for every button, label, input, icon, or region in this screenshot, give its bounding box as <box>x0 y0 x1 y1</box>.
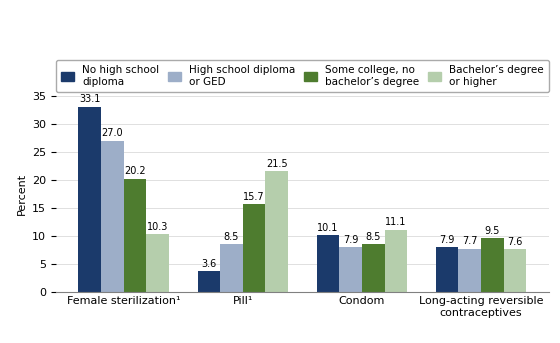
Bar <box>220 244 243 292</box>
Text: 8.5: 8.5 <box>224 232 239 242</box>
Legend: No high school
diploma, High school diploma
or GED, Some college, no
bachelor’s : No high school diploma, High school dipl… <box>56 60 549 92</box>
Text: 7.7: 7.7 <box>462 236 478 246</box>
Text: 8.5: 8.5 <box>366 232 381 242</box>
Bar <box>504 249 526 292</box>
Text: 33.1: 33.1 <box>79 94 100 104</box>
Text: 11.1: 11.1 <box>385 217 407 227</box>
Bar <box>198 271 220 292</box>
Bar <box>481 238 504 292</box>
Text: 7.9: 7.9 <box>440 235 455 245</box>
Bar <box>339 247 362 292</box>
Bar <box>124 179 146 292</box>
Text: 15.7: 15.7 <box>244 192 265 202</box>
Text: 20.2: 20.2 <box>124 166 146 177</box>
Bar <box>385 229 407 292</box>
Text: 27.0: 27.0 <box>101 129 123 139</box>
Bar <box>317 235 339 292</box>
Bar <box>101 141 124 292</box>
Text: 10.1: 10.1 <box>318 223 339 233</box>
Text: 7.9: 7.9 <box>343 235 358 245</box>
Y-axis label: Percent: Percent <box>17 173 26 215</box>
Text: 9.5: 9.5 <box>485 226 500 236</box>
Bar <box>436 247 459 292</box>
Text: 7.6: 7.6 <box>507 237 523 247</box>
Bar <box>362 244 385 292</box>
Text: 21.5: 21.5 <box>266 159 288 169</box>
Bar <box>243 204 265 292</box>
Text: 10.3: 10.3 <box>147 222 169 232</box>
Text: 3.6: 3.6 <box>201 259 217 269</box>
Bar <box>146 234 169 292</box>
Bar <box>459 249 481 292</box>
Bar <box>265 172 288 292</box>
Bar <box>78 107 101 292</box>
